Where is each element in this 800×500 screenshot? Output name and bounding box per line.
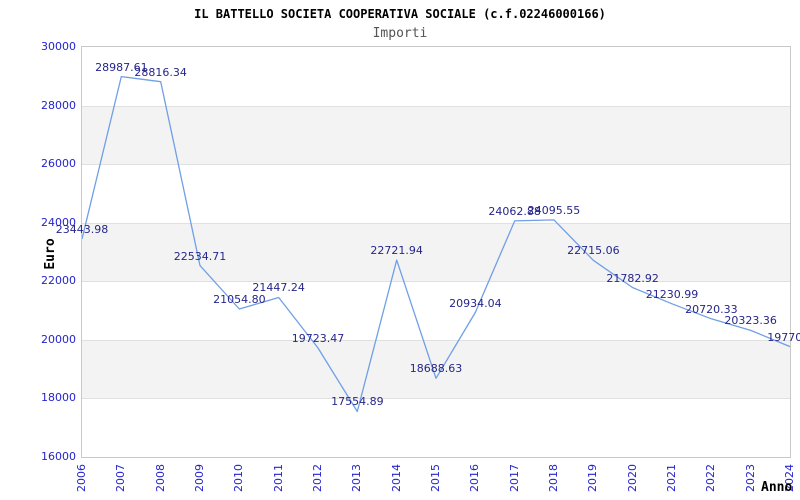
gridline <box>82 281 790 283</box>
data-point-label: 22715.06 <box>567 244 620 258</box>
line-series-svg <box>82 75 790 413</box>
x-tick-label: 2021 <box>665 464 678 492</box>
data-point-label: 18688.63 <box>409 362 463 376</box>
x-axis-title: Anno <box>761 480 793 495</box>
y-tick-label: 20000 <box>41 332 76 346</box>
x-tick-label: 2010 <box>232 464 246 492</box>
y-tick-label: 24000 <box>41 215 76 229</box>
y-tick-label: 18000 <box>41 391 76 405</box>
data-point-label: 20720.33 <box>685 302 738 316</box>
y-axis-title: Euro <box>43 238 58 270</box>
data-point-label: 24095.55 <box>527 203 581 217</box>
data-point-label: 22534.71 <box>173 249 227 263</box>
line-series <box>82 75 790 413</box>
x-tick-label: 2023 <box>743 464 757 492</box>
chart-title: IL BATTELLO SOCIETA COOPERATIVA SOCIALE … <box>194 7 606 21</box>
y-tick-label: 30000 <box>41 40 76 53</box>
data-point-label: 21447.24 <box>252 281 305 295</box>
x-tick-label: 2022 <box>704 464 718 492</box>
gridline <box>82 222 790 224</box>
shaded-band <box>82 105 790 165</box>
chart-subtitle: Importi <box>372 26 428 41</box>
x-tick-label: 2014 <box>389 464 403 492</box>
data-point-label: 24062.88 <box>488 204 541 218</box>
x-tick-label: 2019 <box>586 464 600 492</box>
x-tick-label: 2020 <box>625 464 639 492</box>
shaded-band <box>82 339 790 399</box>
x-tick-label: 2015 <box>429 464 442 492</box>
data-point-label: 28987.61 <box>95 60 148 74</box>
data-point-label: 22721.94 <box>370 244 423 258</box>
x-tick-label: 2017 <box>507 464 521 492</box>
gridline <box>82 339 790 341</box>
y-tick-label: 22000 <box>41 274 76 288</box>
plot-area <box>81 46 791 458</box>
x-tick-label: 2007 <box>114 464 128 492</box>
data-point-label: 19770.0 <box>767 330 800 344</box>
y-tick-label: 16000 <box>41 450 76 463</box>
x-tick-label: 2008 <box>153 464 167 492</box>
gridline <box>82 398 790 400</box>
y-tick-label: 26000 <box>41 157 76 171</box>
gridline <box>82 164 790 166</box>
x-tick-label: 2012 <box>311 464 324 492</box>
x-tick-label: 2016 <box>468 464 482 492</box>
data-point-label: 19723.47 <box>291 331 345 345</box>
data-point-label: 21782.92 <box>606 271 659 285</box>
data-point-label: 21054.80 <box>213 292 266 306</box>
data-point-label: 28816.34 <box>134 65 187 79</box>
x-tick-label: 2009 <box>193 464 206 492</box>
data-point-label: 20934.04 <box>449 296 502 310</box>
shaded-band <box>82 222 790 282</box>
y-tick-label: 28000 <box>41 98 76 112</box>
gridline <box>82 105 790 107</box>
data-point-label: 17554.89 <box>331 395 384 409</box>
x-tick-label: 2013 <box>350 464 364 492</box>
x-tick-label: 2011 <box>271 464 285 492</box>
data-point-label: 23443.98 <box>55 222 109 236</box>
data-point-label: 20323.36 <box>724 314 777 328</box>
data-point-label: 21230.99 <box>645 287 699 301</box>
x-tick-label: 2006 <box>75 464 88 492</box>
x-tick-label: 2018 <box>547 464 560 492</box>
